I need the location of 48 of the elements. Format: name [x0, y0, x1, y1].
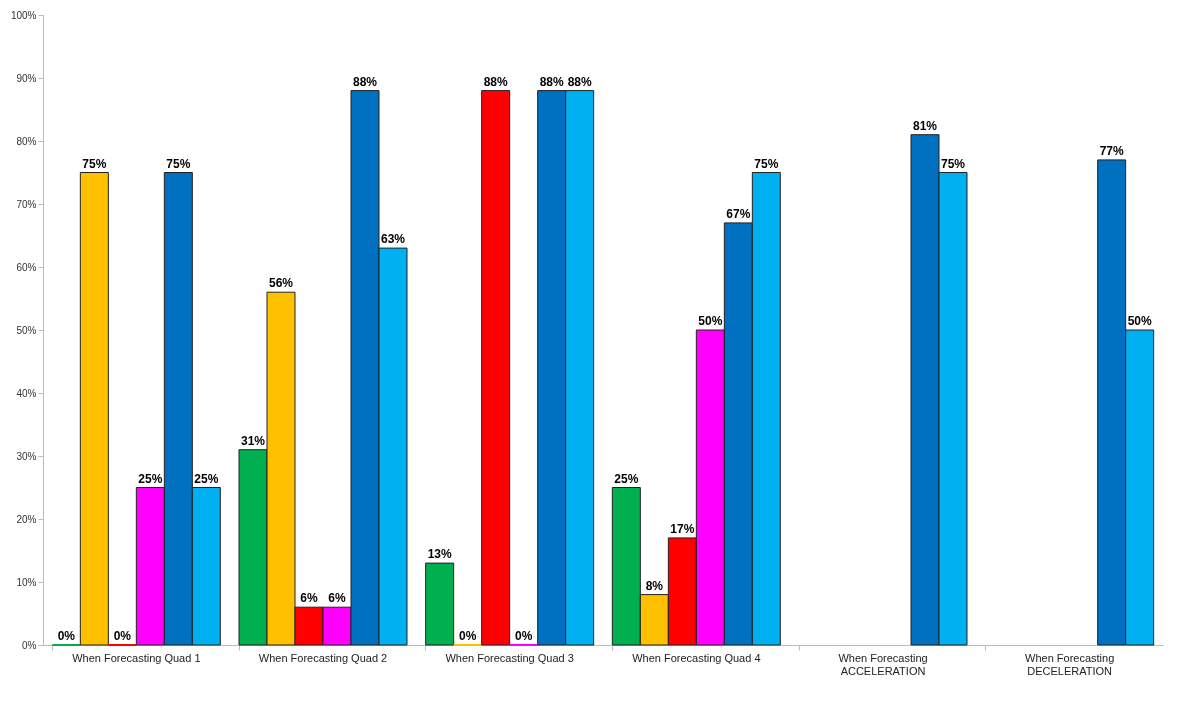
data-label: 0%	[514, 629, 533, 643]
data-label: 88%	[539, 74, 564, 89]
data-label: 25%	[194, 471, 219, 486]
data-label: 63%	[380, 232, 406, 247]
data-label: 6%	[328, 591, 346, 606]
data-label: 0%	[458, 629, 477, 643]
bar	[481, 90, 511, 646]
data-label: 81%	[912, 118, 938, 133]
data-label: 50%	[698, 314, 723, 328]
bar	[79, 172, 109, 646]
y-tick-label: 50%	[16, 324, 37, 336]
data-label: 17%	[670, 521, 695, 536]
data-label: 77%	[1099, 143, 1124, 158]
y-tick-label: 30%	[16, 450, 37, 462]
data-label: 0%	[57, 629, 76, 643]
y-tick-label: 70%	[16, 198, 37, 210]
y-tick-label: 20%	[16, 513, 37, 525]
data-label: 75%	[166, 156, 191, 171]
data-label: 8%	[645, 578, 664, 593]
data-label: 75%	[754, 156, 779, 171]
data-label: 50%	[1127, 314, 1152, 328]
x-tick-label: When Forecasting ACCELERATION	[838, 651, 928, 677]
data-label: 88%	[567, 74, 592, 89]
data-label: 25%	[614, 471, 639, 486]
data-label: 0%	[113, 629, 132, 643]
data-label: 88%	[483, 74, 508, 89]
data-label: 56%	[268, 276, 294, 291]
y-tick-label: 90%	[16, 72, 37, 84]
data-label: 88%	[352, 74, 378, 89]
y-tick-label: 10%	[16, 576, 37, 588]
x-tick-label: When Forecasting Quad 4	[632, 651, 761, 664]
x-tick-label: When Forecasting Quad 1	[72, 651, 201, 664]
x-tick-label: When Forecasting Quad 2	[258, 651, 388, 664]
y-tick-label: 80%	[16, 135, 37, 147]
data-label: 25%	[138, 471, 163, 486]
data-label: 13%	[427, 547, 452, 562]
data-label: 75%	[940, 156, 966, 171]
x-tick-label: When Forecasting DECELERATION	[1025, 651, 1115, 677]
y-tick-label: 40%	[16, 387, 37, 399]
data-label: 6%	[300, 591, 318, 606]
y-tick-label: 0%	[22, 639, 37, 651]
bar	[425, 562, 455, 646]
data-label: 75%	[82, 156, 107, 171]
y-tick-label: 100%	[10, 9, 37, 21]
data-label: 31%	[240, 433, 266, 448]
x-tick-label: When Forecasting Quad 3	[445, 651, 574, 664]
data-label: 67%	[726, 206, 751, 221]
y-tick-label: 60%	[16, 261, 37, 273]
